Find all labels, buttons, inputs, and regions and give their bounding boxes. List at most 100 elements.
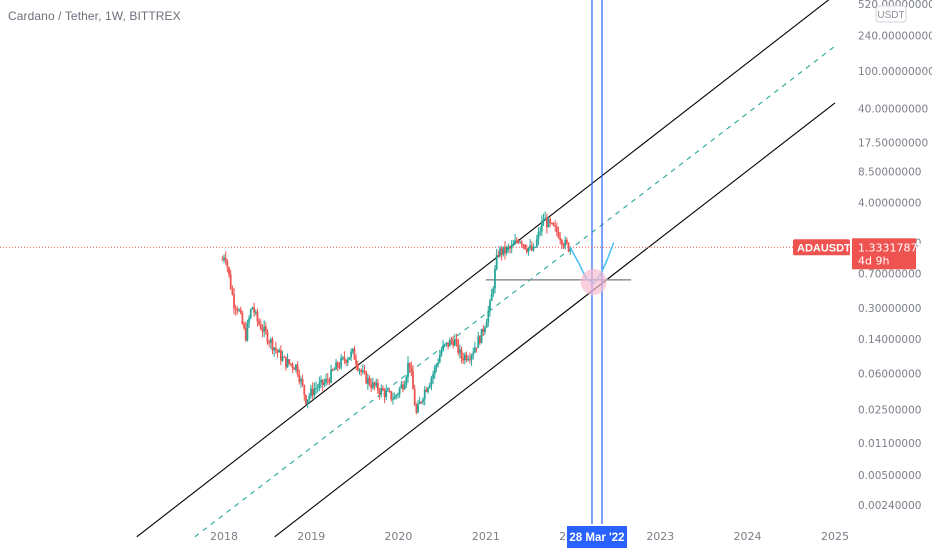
symbol-tag-box: [793, 239, 850, 256]
candle-body: [539, 231, 542, 233]
y-tick-label: 0.00500000: [858, 470, 921, 482]
y-axis[interactable]: 520.00000000240.00000000100.0000000040.0…: [858, 0, 932, 512]
candle-body: [507, 247, 510, 249]
candle-body: [358, 369, 361, 371]
candle-body: [393, 396, 396, 400]
candle-body: [559, 237, 562, 241]
candles: [221, 211, 572, 415]
candle-body: [263, 326, 266, 332]
candle-body: [256, 311, 259, 322]
candle-body: [417, 404, 419, 413]
y-tick-label: 40.00000000: [858, 104, 928, 116]
candle-body: [241, 312, 244, 324]
candle-body: [228, 267, 230, 275]
candle-body: [336, 362, 339, 368]
candle-body: [365, 371, 368, 384]
candle-body: [301, 378, 304, 386]
y-tick-label: 0.14000000: [858, 334, 921, 346]
candle-body: [405, 376, 408, 386]
candle-body: [236, 309, 239, 311]
candle-body: [355, 359, 358, 365]
candle-body: [305, 395, 307, 405]
candle-body: [452, 341, 455, 346]
candle-body: [447, 342, 450, 347]
candle-body: [338, 367, 341, 369]
y-tick-label: 0.02500000: [858, 404, 921, 416]
candle-body: [520, 241, 523, 245]
projection-highlight-circle: [580, 268, 607, 295]
y-tick-label: 240.00000000: [858, 31, 932, 43]
candle-body: [363, 370, 366, 372]
candle-body: [442, 344, 445, 351]
candle-body: [325, 379, 327, 383]
date-tag-box: [567, 526, 628, 548]
candle-body: [410, 367, 413, 372]
candle-body: [320, 379, 322, 383]
candle-body: [387, 390, 389, 392]
candle-body: [281, 356, 284, 361]
candle-body: [438, 355, 441, 363]
candle-body: [499, 248, 501, 256]
channel-lower-line: [274, 102, 836, 538]
candle-body: [335, 362, 337, 370]
candle-body: [450, 340, 453, 342]
candle-body: [293, 367, 296, 370]
chart-title: Cardano / Tether, 1W, BITTREX: [8, 9, 181, 23]
candle-body: [435, 364, 438, 368]
candle-body: [266, 331, 269, 343]
y-tick-label: 0.30000000: [858, 303, 921, 315]
x-tick-label: 2021: [472, 530, 500, 543]
candle-body: [407, 362, 409, 377]
x-tick-label: 2024: [734, 530, 762, 543]
y-tick-label: 0.06000000: [858, 369, 921, 381]
candle-body: [331, 369, 334, 371]
candle-body: [295, 364, 297, 370]
price-tag-value: 1.33317870: [858, 241, 924, 254]
candle-body: [480, 328, 483, 344]
candle-body: [497, 255, 500, 257]
candle-body: [376, 382, 379, 391]
candle-body: [350, 351, 353, 358]
candle-body: [380, 388, 383, 395]
candle-body: [565, 240, 568, 243]
candle-body: [519, 241, 521, 243]
candle-body: [326, 379, 329, 381]
y-tick-label: 8.50000000: [858, 167, 921, 179]
candle-body: [490, 293, 493, 302]
candle-body: [268, 342, 271, 344]
candle-body: [453, 339, 456, 346]
candle-body: [418, 401, 421, 405]
y-tick-label: 17.50000000: [858, 137, 928, 149]
candle-body: [557, 231, 560, 238]
candle-body: [311, 388, 314, 396]
candle-body: [259, 324, 262, 330]
candle-body: [527, 247, 530, 252]
x-axis[interactable]: 20182019202020212022202320242025: [210, 530, 849, 543]
candle-body: [522, 244, 525, 246]
candle-body: [412, 371, 414, 390]
candle-body: [274, 347, 277, 351]
candle-body: [283, 356, 286, 358]
candle-body: [239, 309, 242, 313]
currency-tag-label[interactable]: USDT: [877, 10, 904, 21]
candle-body: [472, 352, 475, 356]
y-tick-label: 0.70000000: [858, 269, 921, 281]
channel-lines: [136, 0, 836, 538]
candle-body: [529, 245, 531, 248]
candle-body: [223, 257, 225, 260]
candle-body: [433, 367, 436, 375]
candle-body: [500, 248, 503, 255]
candle-body: [253, 307, 256, 313]
candle-body: [550, 222, 553, 224]
candle-body: [238, 309, 240, 311]
candle-body: [487, 310, 490, 323]
candle-body: [261, 329, 264, 332]
candle-body: [564, 240, 567, 247]
candle-body: [495, 255, 498, 270]
candle-body: [427, 387, 429, 392]
candle-body: [494, 269, 496, 289]
candle-body: [549, 218, 552, 223]
candle-body: [392, 399, 394, 401]
candle-body: [567, 242, 570, 252]
